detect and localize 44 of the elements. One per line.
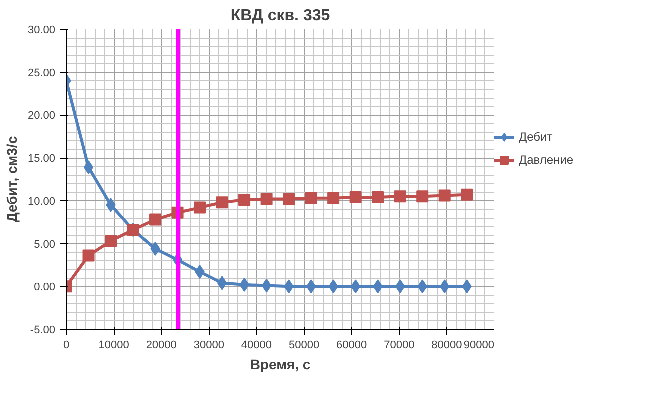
point — [305, 192, 318, 204]
x-axis-title: Время, с — [250, 356, 311, 372]
x-tick-label: 30000 — [194, 340, 224, 352]
point — [372, 192, 384, 204]
legend-label: Дебит — [519, 130, 553, 144]
point — [82, 250, 95, 262]
point — [350, 280, 361, 294]
x-tick-label: 10000 — [98, 340, 130, 352]
y-tick-label: 10.00 — [28, 196, 56, 208]
point — [105, 235, 118, 248]
x-tick-label: 60000 — [336, 340, 368, 352]
y-tick-label: 20.00 — [28, 110, 56, 122]
point — [283, 193, 296, 206]
point — [194, 202, 206, 214]
point — [306, 280, 316, 294]
x-tick-label: 70000 — [384, 340, 415, 352]
y-tick-label: 30.00 — [28, 24, 56, 36]
point — [394, 190, 406, 203]
y-axis-title: Дебит, см3/с — [4, 136, 20, 223]
point — [84, 160, 94, 174]
point — [350, 192, 362, 204]
y-tick-label: 15.00 — [28, 153, 56, 166]
x-tick-label: 40000 — [241, 340, 272, 352]
point — [416, 190, 429, 203]
point — [262, 278, 272, 293]
legend-label: Давление — [519, 153, 574, 167]
point — [217, 276, 228, 290]
y-tick-label: 0.00 — [34, 282, 56, 294]
y-tick-label: 25.00 — [28, 67, 56, 80]
point — [216, 196, 228, 209]
point — [328, 192, 340, 204]
x-tick-label: 0 — [63, 340, 70, 352]
x-tick-label: 20000 — [146, 340, 177, 352]
point — [150, 214, 162, 226]
chart-title: КВД скв. 335 — [230, 8, 330, 24]
y-tick-label: 5.00 — [34, 238, 56, 251]
point — [238, 194, 251, 206]
x-tick-label: 90000 — [464, 340, 495, 352]
point — [438, 190, 451, 202]
y-tick-label: -5.00 — [30, 324, 56, 336]
x-tick-label: 80000 — [432, 340, 462, 352]
point — [260, 193, 273, 206]
x-tick-label: 50000 — [288, 340, 320, 352]
point — [461, 188, 474, 201]
